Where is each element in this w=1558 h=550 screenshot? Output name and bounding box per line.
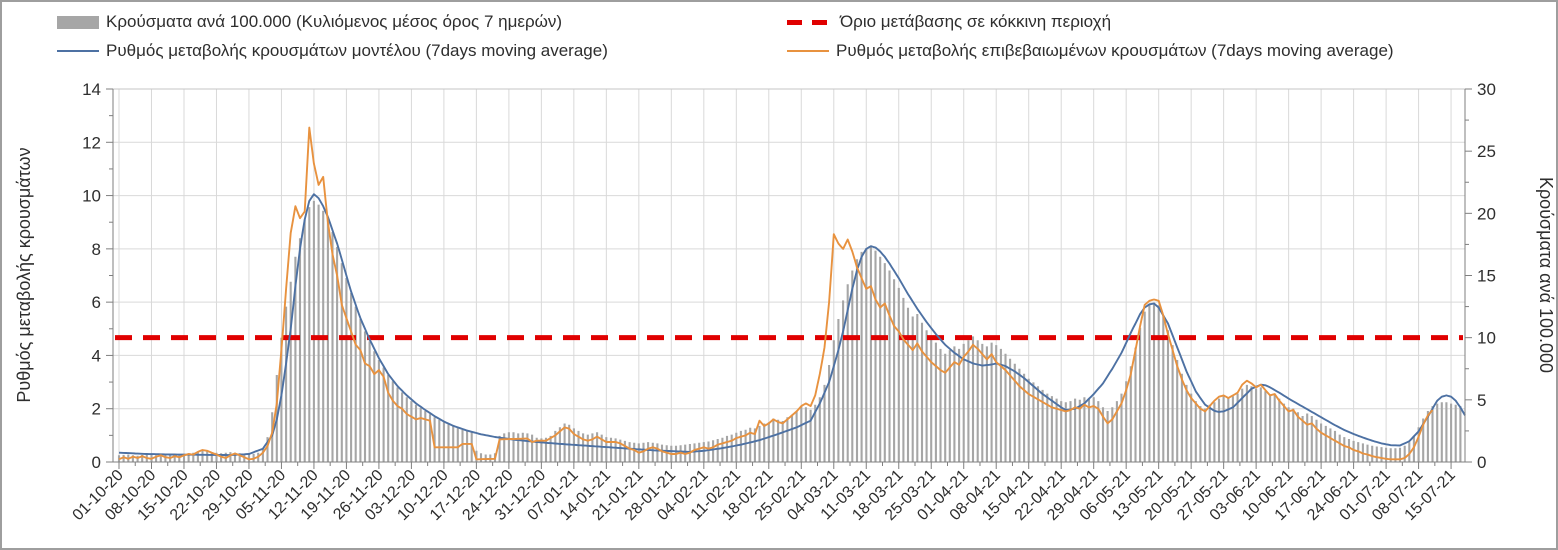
gridlines (112, 88, 1466, 463)
svg-text:10: 10 (1477, 329, 1496, 348)
svg-text:14: 14 (82, 80, 101, 99)
svg-text:30: 30 (1477, 80, 1496, 99)
cases-bar-swatch-icon (57, 15, 99, 29)
legend-item-cases-bars: Κρούσματα ανά 100.000 (Κυλιόμενος μέσος … (57, 10, 562, 34)
svg-text:5: 5 (1477, 391, 1486, 410)
daily-case-bars (117, 200, 1462, 462)
svg-text:0: 0 (92, 453, 101, 472)
model-line-swatch-icon (57, 50, 99, 52)
svg-text:10: 10 (82, 187, 101, 206)
legend-label-red-threshold: Όριο μετάβασης σε κόκκινη περιοχή (840, 12, 1112, 31)
svg-text:12: 12 (82, 133, 101, 152)
legend-item-red-threshold: Όριο μετάβασης σε κόκκινη περιοχή (787, 10, 1111, 34)
threshold-dash-swatch-icon (787, 19, 833, 25)
legend-label-cases-bars: Κρούσματα ανά 100.000 (Κυλιόμενος μέσος … (106, 12, 563, 31)
left-axis-title: Ρυθμός μεταβολής κρουσμάτων (14, 147, 34, 402)
svg-text:20: 20 (1477, 204, 1496, 223)
legend-label-confirmed-line: Ρυθμός μεταβολής επιβεβαιωμένων κρουσμάτ… (836, 41, 1394, 60)
svg-text:8: 8 (92, 240, 101, 259)
legend-item-model-line: Ρυθμός μεταβολής κρουσμάτων μοντέλου (7d… (57, 39, 608, 63)
right-axis-title: Κρούσματα ανά 100.000 (1536, 177, 1556, 373)
svg-text:6: 6 (92, 293, 101, 312)
moving-average-lines (118, 126, 1466, 461)
legend-item-confirmed-line: Ρυθμός μεταβολής επιβεβαιωμένων κρουσμάτ… (787, 39, 1394, 63)
svg-text:15: 15 (1477, 267, 1496, 286)
svg-text:4: 4 (92, 346, 101, 365)
svg-text:0: 0 (1477, 453, 1486, 472)
confirmed-line-swatch-icon (787, 50, 829, 52)
legend-label-model-line: Ρυθμός μεταβολής κρουσμάτων μοντέλου (7d… (106, 41, 608, 60)
svg-text:25: 25 (1477, 142, 1496, 161)
svg-text:2: 2 (92, 400, 101, 419)
